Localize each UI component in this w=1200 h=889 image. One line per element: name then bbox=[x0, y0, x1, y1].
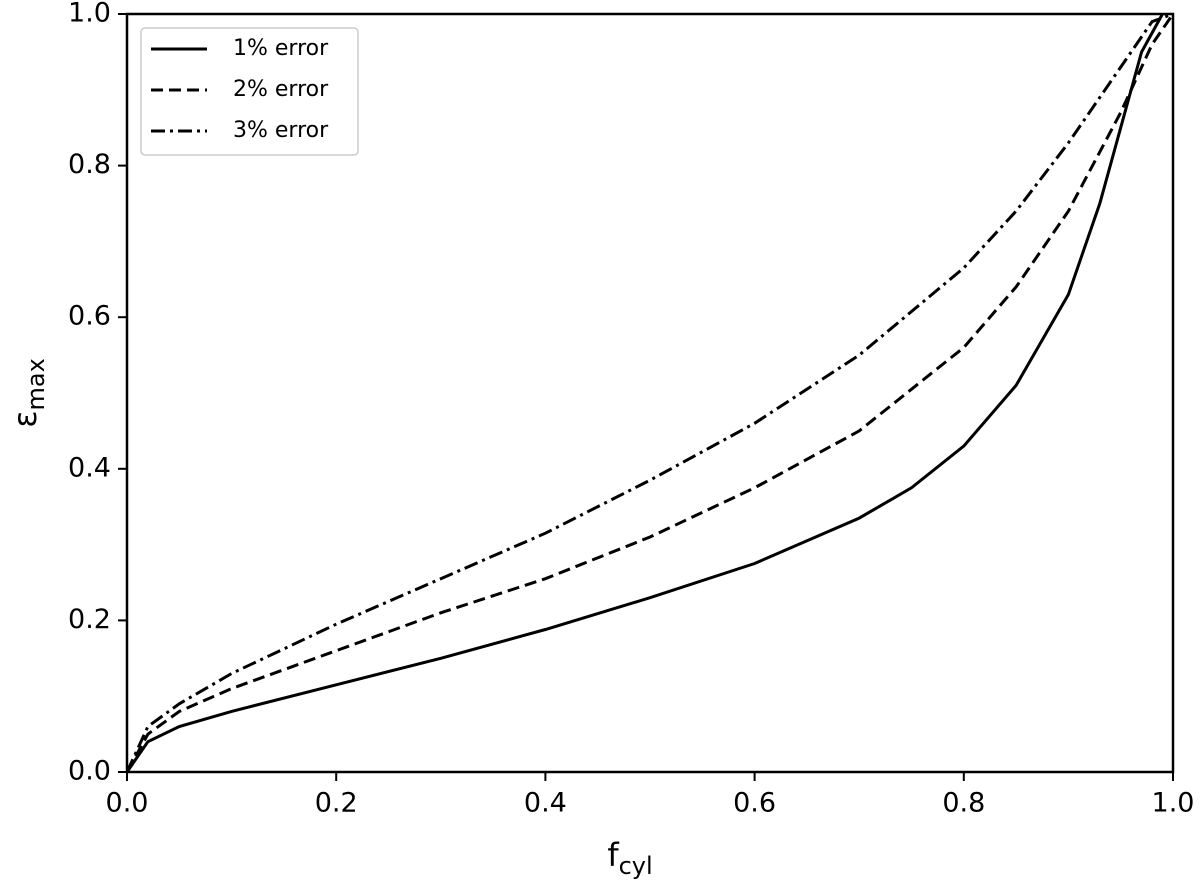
x-tick-label: 0.6 bbox=[733, 788, 776, 819]
x-tick-label: 0.2 bbox=[315, 788, 358, 819]
y-tick-label: 1.0 bbox=[68, 0, 111, 29]
series-line bbox=[125, 12, 1174, 773]
y-tick-label: 0.0 bbox=[68, 756, 111, 787]
legend-label: 3% error bbox=[233, 118, 329, 143]
y-label-sub: max bbox=[22, 358, 50, 410]
x-tick-label: 0.8 bbox=[942, 788, 985, 819]
legend: 1% error 2% error 3% error bbox=[140, 27, 359, 156]
y-tick-label: 0.2 bbox=[68, 604, 111, 635]
y-tick-label: 0.4 bbox=[68, 452, 111, 483]
x-tick-label: 0.0 bbox=[106, 788, 149, 819]
series-line bbox=[125, 13, 1164, 773]
legend-label: 2% error bbox=[233, 77, 329, 102]
y-axis-label: εmax bbox=[6, 358, 50, 428]
legend-label: 1% error bbox=[233, 36, 329, 61]
x-axis-label: fcyl bbox=[607, 836, 652, 880]
x-tick-label: 1.0 bbox=[1152, 788, 1195, 819]
legend-box bbox=[140, 27, 359, 156]
series-line bbox=[125, 13, 1175, 773]
y-label-main: ε bbox=[6, 411, 44, 428]
plot-frame bbox=[125, 12, 1175, 774]
y-tick-label: 0.8 bbox=[68, 149, 111, 180]
x-tick-label: 0.4 bbox=[524, 788, 567, 819]
y-tick-label: 0.6 bbox=[68, 301, 111, 332]
x-label-sub: cyl bbox=[619, 852, 653, 880]
x-label-main: f bbox=[607, 836, 619, 874]
